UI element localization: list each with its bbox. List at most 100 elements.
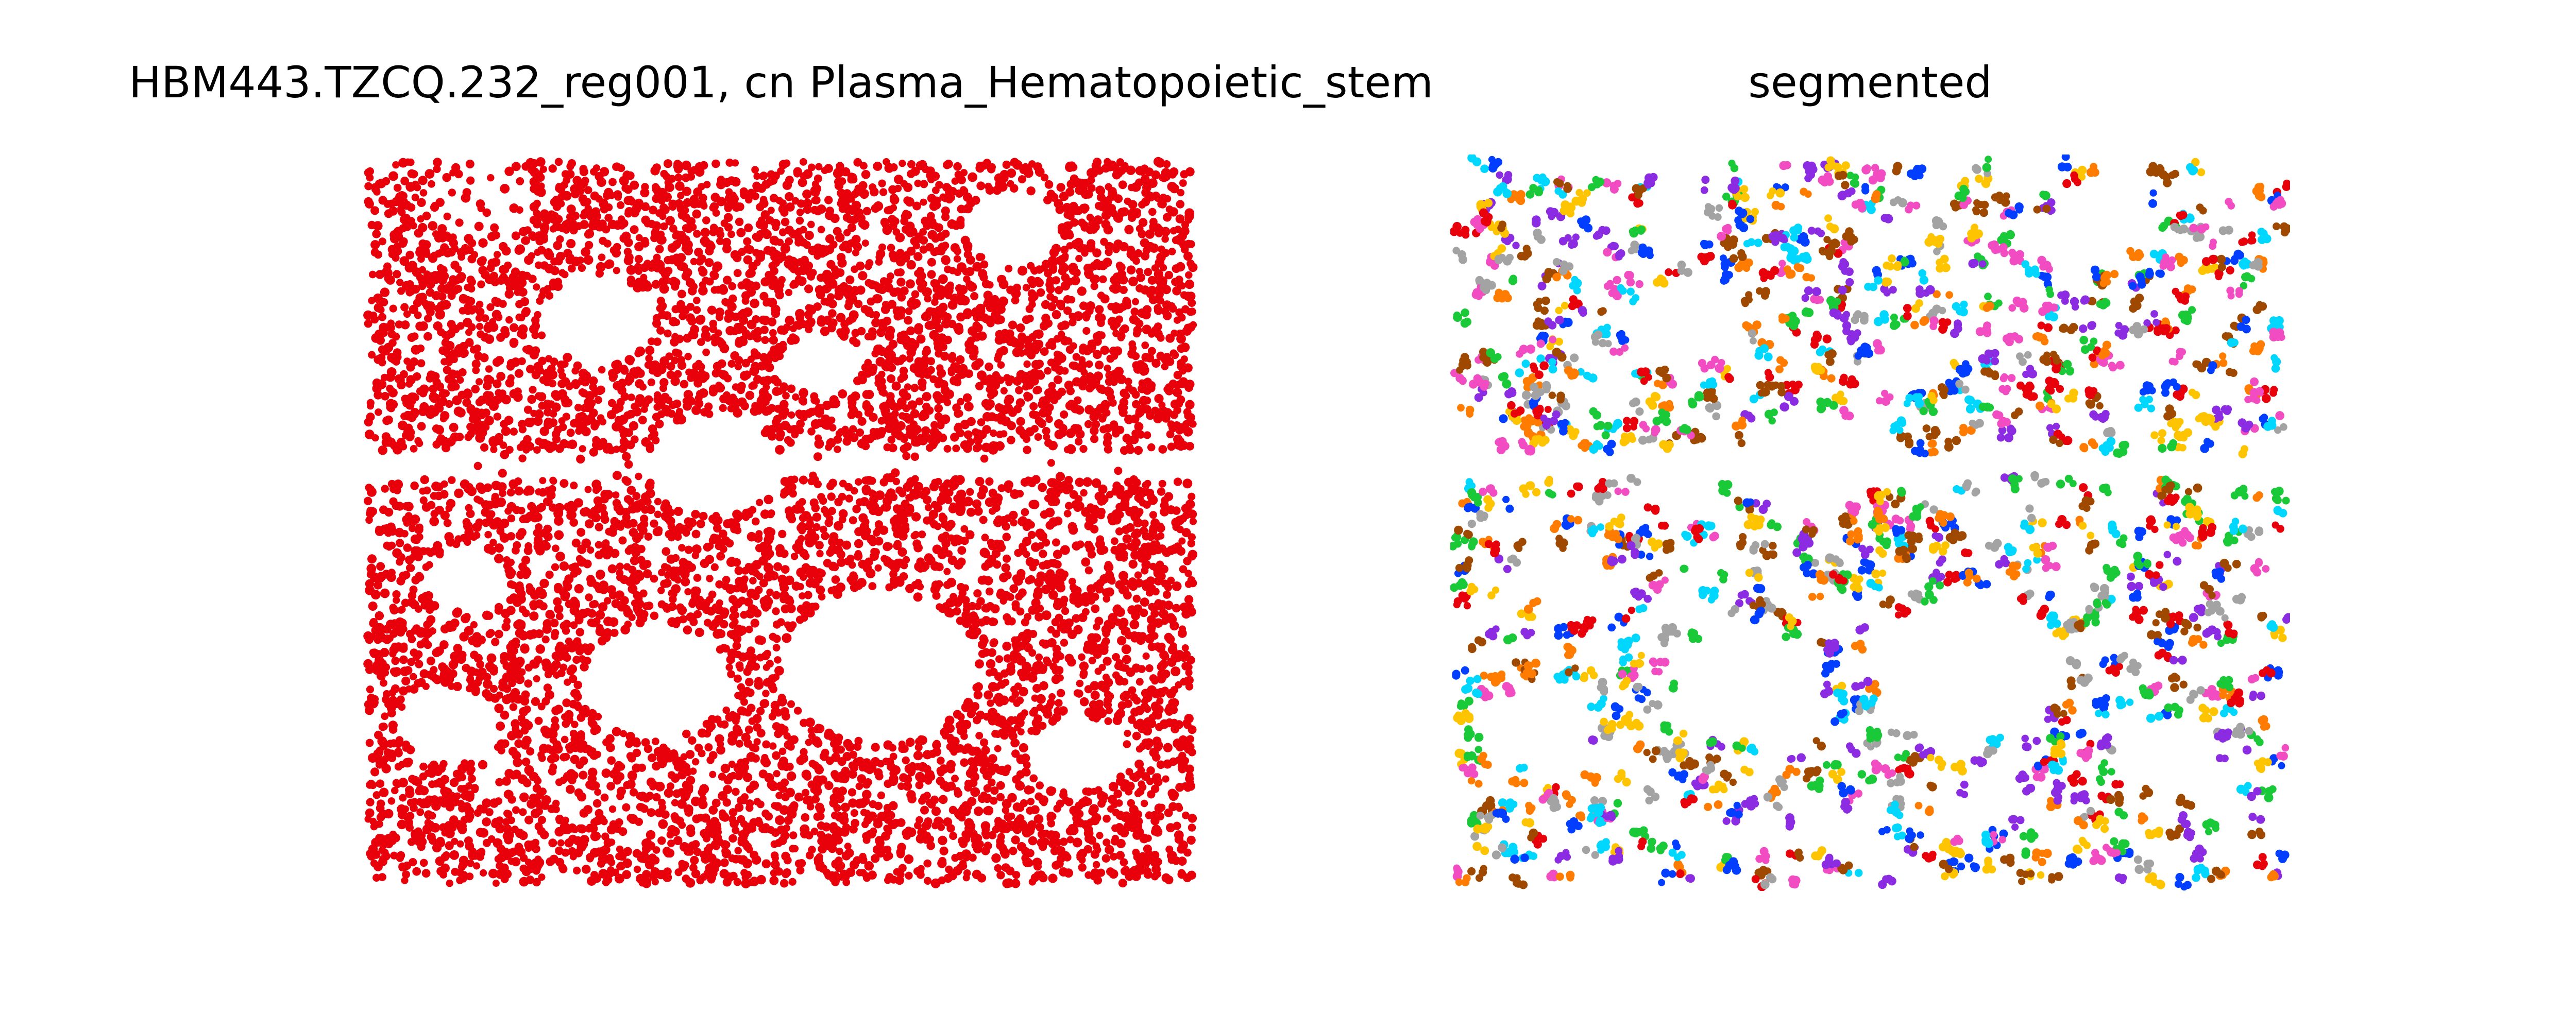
scatter-point xyxy=(759,291,769,301)
scatter-point xyxy=(368,507,377,516)
scatter-point xyxy=(631,599,639,607)
scatter-point xyxy=(749,381,758,390)
scatter-point xyxy=(610,517,619,526)
scatter-point xyxy=(1048,590,1058,600)
scatter-point xyxy=(402,870,410,879)
scatter-point xyxy=(718,791,728,801)
scatter-point xyxy=(1035,653,1043,661)
scatter-point xyxy=(938,433,947,442)
scatter-point xyxy=(1159,276,1167,284)
scatter-point xyxy=(828,478,837,488)
scatter-point xyxy=(713,524,722,533)
scatter-point xyxy=(893,540,902,548)
scatter-point xyxy=(1066,242,1074,250)
scatter-point xyxy=(370,590,381,600)
scatter-point xyxy=(500,710,510,720)
scatter-point xyxy=(469,346,478,354)
scatter-point xyxy=(691,796,701,806)
scatter-point xyxy=(608,399,616,407)
scatter-point xyxy=(1158,401,1166,409)
scatter-point xyxy=(381,712,389,720)
scatter-point xyxy=(776,781,786,791)
scatter-point xyxy=(709,324,718,333)
scatter-point xyxy=(1047,638,1057,648)
scatter-point xyxy=(735,803,744,812)
scatter-point xyxy=(817,226,825,234)
scatter-point xyxy=(637,556,646,564)
scatter-point xyxy=(990,429,997,437)
scatter-point xyxy=(1185,400,1195,409)
scatter-point xyxy=(537,331,546,339)
scatter-point xyxy=(1094,667,1102,675)
scatter-point xyxy=(666,831,674,839)
scatter-point xyxy=(378,445,387,455)
scatter-point xyxy=(864,861,874,871)
scatter-point xyxy=(1146,615,1156,625)
scatter-point xyxy=(915,771,925,782)
scatter-point xyxy=(688,736,697,745)
scatter-point xyxy=(612,491,620,499)
scatter-point xyxy=(554,644,564,654)
scatter-point xyxy=(482,208,492,217)
scatter-point xyxy=(542,215,551,225)
scatter-point xyxy=(389,171,398,181)
scatter-point xyxy=(1044,658,1052,666)
scatter-point xyxy=(551,563,560,571)
scatter-point xyxy=(667,362,675,371)
scatter-point xyxy=(970,702,980,711)
scatter-point xyxy=(728,815,737,823)
scatter-point xyxy=(800,255,809,264)
scatter-point xyxy=(1109,869,1118,879)
scatter-point xyxy=(620,730,628,737)
scatter-point xyxy=(957,262,967,272)
scatter-point xyxy=(554,705,564,714)
scatter-point xyxy=(646,505,655,514)
scatter-point xyxy=(769,329,777,337)
scatter-point xyxy=(1166,689,1176,699)
scatter-point xyxy=(810,186,819,195)
scatter-point xyxy=(885,205,894,215)
scatter-point xyxy=(962,874,970,882)
scatter-point xyxy=(1002,522,1010,531)
scatter-point xyxy=(1156,812,1164,820)
scatter-point xyxy=(1072,837,1082,848)
scatter-point xyxy=(505,316,513,324)
scatter-point xyxy=(1181,662,1190,671)
scatter-point xyxy=(649,872,658,882)
scatter-point xyxy=(751,592,760,600)
scatter-point xyxy=(464,538,471,546)
scatter-point xyxy=(1181,528,1191,538)
scatter-point xyxy=(674,349,683,357)
scatter-point xyxy=(1093,623,1100,631)
scatter-point xyxy=(538,754,546,762)
scatter-point xyxy=(831,874,841,884)
scatter-point xyxy=(915,397,924,406)
scatter-point xyxy=(650,611,659,620)
scatter-point xyxy=(770,860,780,869)
scatter-point xyxy=(593,496,602,505)
scatter-point xyxy=(833,227,842,236)
scatter-point xyxy=(584,230,592,239)
scatter-point xyxy=(466,176,475,185)
scatter-point xyxy=(892,306,903,316)
scatter-point xyxy=(873,161,883,171)
scatter-point xyxy=(610,628,619,637)
scatter-point xyxy=(790,801,799,810)
scatter-point xyxy=(795,216,804,225)
scatter-point xyxy=(731,159,739,167)
scatter-point xyxy=(866,568,876,578)
scatter-point xyxy=(813,775,822,785)
scatter-point xyxy=(1129,693,1138,701)
scatter-point xyxy=(692,209,701,219)
scatter-point xyxy=(660,222,668,231)
scatter-point xyxy=(376,612,384,620)
scatter-point xyxy=(375,270,385,279)
scatter-point xyxy=(985,185,995,195)
scatter-point xyxy=(539,477,547,485)
scatter-point xyxy=(531,838,539,847)
scatter-point xyxy=(559,561,569,571)
scatter-point xyxy=(634,350,642,357)
scatter-point xyxy=(1019,165,1029,175)
scatter-point xyxy=(905,871,913,880)
scatter-point xyxy=(957,204,966,214)
